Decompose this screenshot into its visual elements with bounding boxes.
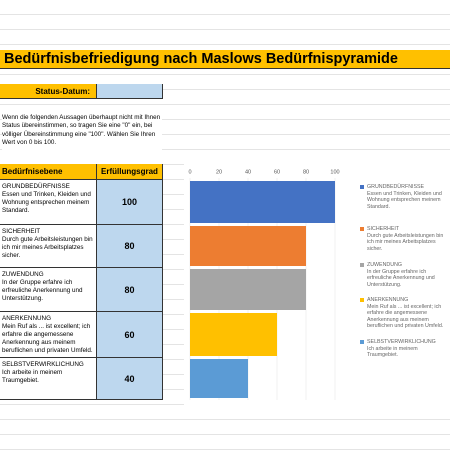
x-tick-label: 40 <box>245 169 251 175</box>
x-tick-label: 100 <box>330 169 339 175</box>
legend-swatch <box>360 340 364 344</box>
legend-entry: SICHERHEIT Durch gute Arbeitsleistungen … <box>360 226 448 252</box>
title: Bedürfnisbefriedigung nach Maslows Bedür… <box>0 50 450 69</box>
value-cell: 80 <box>97 268 163 312</box>
legend-swatch <box>360 263 364 267</box>
legend-swatch <box>360 227 364 231</box>
bar <box>190 181 335 223</box>
legend-swatch <box>360 185 364 189</box>
legend-entry: GRUNDBEDÜRFNISSE Essen und Trinken, Klei… <box>360 184 448 210</box>
category-label: SELBSTVERWIRKLICHUNG Ich arbeite in mein… <box>0 358 97 400</box>
legend-entry: ANERKENNUNG Mein Ruf als ... ist excelle… <box>360 297 448 330</box>
instructions: Wenn die folgenden Aussagen überhaupt ni… <box>2 114 162 150</box>
category-label: GRUNDBEDÜRFNISSE Essen und Trinken, Klei… <box>0 180 97 225</box>
table-header: Bedürfnisebene <box>0 164 97 180</box>
category-label: ANERKENNUNG Mein Ruf als ... ist excelle… <box>0 312 97 358</box>
category-label: ZUWENDUNG In der Gruppe erfahre ich erfr… <box>0 268 97 312</box>
value-cell: 80 <box>97 225 163 268</box>
value-cell: 60 <box>97 312 163 358</box>
legend-swatch <box>360 298 364 302</box>
x-tick-label: 60 <box>274 169 280 175</box>
value-cell: 100 <box>97 180 163 225</box>
x-tick-label: 0 <box>188 169 191 175</box>
category-label: SICHERHEIT Durch gute Arbeitsleistungen … <box>0 225 97 268</box>
x-tick-label: 80 <box>303 169 309 175</box>
x-tick-label: 20 <box>216 169 222 175</box>
value-cell: 40 <box>97 358 163 400</box>
status-date-cell[interactable] <box>97 84 163 99</box>
bar <box>190 359 248 398</box>
legend-entry: ZUWENDUNG In der Gruppe erfahre ich erfr… <box>360 262 448 288</box>
bar <box>190 313 277 356</box>
table-header: Erfüllungsgrad <box>97 164 163 180</box>
chart: 0 20 40 60 80 100 <box>188 169 340 400</box>
bar <box>190 226 306 266</box>
bar <box>190 269 306 310</box>
legend-entry: SELBSTVERWIRKLICHUNG Ich arbeite in mein… <box>360 339 448 359</box>
status-label: Status-Datum: <box>0 84 97 99</box>
